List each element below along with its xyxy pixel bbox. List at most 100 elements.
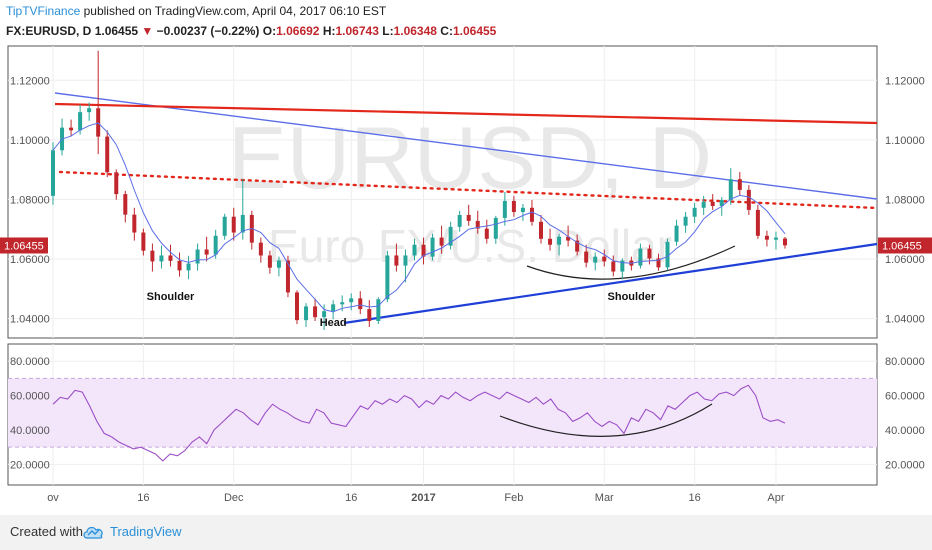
high-value: 1.06743 — [335, 24, 379, 38]
candle — [746, 185, 751, 215]
candle — [141, 228, 146, 256]
candle — [267, 250, 272, 274]
candle — [439, 225, 444, 254]
last-price-tag-left — [0, 237, 48, 254]
candle-body — [665, 241, 670, 268]
candle — [656, 253, 661, 271]
candle — [367, 300, 372, 327]
last-price-tag-right-text: 1.06455 — [882, 240, 922, 252]
last-price-tag-left-text: 1.06455 — [4, 240, 44, 252]
candle-body — [638, 248, 643, 266]
rsi-tick-right: 20.0000 — [885, 459, 925, 471]
candle-body — [258, 242, 263, 256]
symbol-label[interactable]: FX:EURUSD, D — [6, 24, 92, 38]
candle — [548, 228, 553, 251]
footer-bar: Created with TradingView — [0, 515, 932, 550]
time-tick-label: 16 — [345, 492, 357, 504]
price-tick-right: 1.12000 — [885, 75, 925, 87]
candle — [466, 204, 471, 226]
arc-right-shoulder[interactable] — [526, 245, 736, 280]
candle — [349, 293, 354, 311]
candle-body — [385, 255, 390, 300]
candle — [51, 142, 55, 205]
rsi-tick-right: 40.0000 — [885, 425, 925, 437]
candle — [358, 291, 363, 315]
main-pane-frame — [7, 45, 878, 339]
trendline-support-blue[interactable] — [343, 242, 878, 325]
candle-body — [96, 108, 101, 137]
candle-body — [285, 260, 290, 293]
candle-body — [448, 226, 453, 246]
candle-body — [340, 302, 345, 305]
candle-body — [620, 260, 625, 272]
tradingview-cloud-icon[interactable] — [82, 523, 106, 541]
published-text: published on TradingView.com, April 04, … — [83, 4, 387, 18]
moving-average-line — [52, 122, 786, 313]
candle-body — [683, 216, 688, 226]
candle — [539, 214, 543, 244]
candle — [764, 230, 769, 247]
candle — [322, 304, 327, 330]
tradingview-brand-link[interactable]: TradingView — [110, 524, 182, 539]
candle — [421, 237, 426, 265]
candle-body — [755, 209, 760, 236]
candle-body — [656, 258, 661, 268]
candle-body — [439, 237, 444, 246]
rsi-line — [52, 384, 786, 462]
time-tick-label: Apr — [767, 492, 784, 504]
rsi-tick-left: 20.0000 — [10, 459, 50, 471]
change-down-icon: ▼ — [141, 24, 154, 38]
candle-body — [159, 255, 164, 262]
time-tick-label: Feb — [504, 492, 523, 504]
candle — [529, 200, 534, 226]
rsi-tick-right: 80.0000 — [885, 356, 925, 368]
candle-body — [177, 260, 182, 271]
candle — [674, 219, 679, 246]
candle — [593, 252, 598, 271]
price-tick-left: 1.12000 — [10, 75, 50, 87]
candle-body — [276, 260, 281, 268]
trendline-resistance-red[interactable] — [54, 102, 878, 125]
candle-body — [764, 235, 769, 240]
candle-body — [376, 299, 381, 322]
low-label: L: — [382, 24, 394, 38]
pattern-label-shoulder: Shoulder — [147, 291, 195, 303]
candle-body — [231, 216, 236, 233]
candle-body — [475, 220, 480, 229]
candle-body — [114, 172, 119, 195]
candle-body — [584, 251, 589, 263]
candle-body — [412, 244, 417, 256]
candle — [403, 249, 408, 283]
candle-body — [511, 200, 516, 212]
trendline-neckline-dotted[interactable] — [58, 170, 879, 210]
candle-body — [304, 306, 309, 321]
price-tick-right: 1.04000 — [885, 314, 925, 326]
close-value: 1.06455 — [452, 24, 497, 38]
candle-body — [484, 228, 489, 239]
candle — [60, 118, 65, 156]
candle — [231, 207, 236, 241]
last-price-tag-right — [878, 237, 932, 254]
candle-body — [141, 232, 146, 251]
candle-body — [222, 216, 227, 236]
candle-body — [566, 236, 571, 241]
candle-body — [331, 304, 336, 312]
candle — [159, 245, 164, 269]
candle-body — [710, 201, 715, 207]
publisher-name[interactable]: TipTVFinance — [6, 4, 81, 18]
candle — [701, 195, 706, 215]
candle-body — [493, 217, 498, 239]
publish-line: TipTVFinance published on TradingView.co… — [6, 4, 386, 18]
candle-body — [403, 255, 408, 266]
arc-rsi[interactable] — [499, 403, 713, 437]
candle-body — [367, 309, 372, 322]
candle — [150, 243, 155, 272]
candle-body — [783, 238, 787, 246]
watermark-symbol: EURUSD, D — [228, 108, 712, 207]
candle — [376, 297, 381, 324]
candle — [520, 203, 525, 221]
high-label: H: — [322, 24, 336, 38]
candle — [385, 250, 390, 303]
candle-body — [132, 214, 137, 233]
ohlc-legend: FX:EURUSD, D 1.06455 ▼ −0.00237 (−0.22%)… — [6, 24, 496, 38]
